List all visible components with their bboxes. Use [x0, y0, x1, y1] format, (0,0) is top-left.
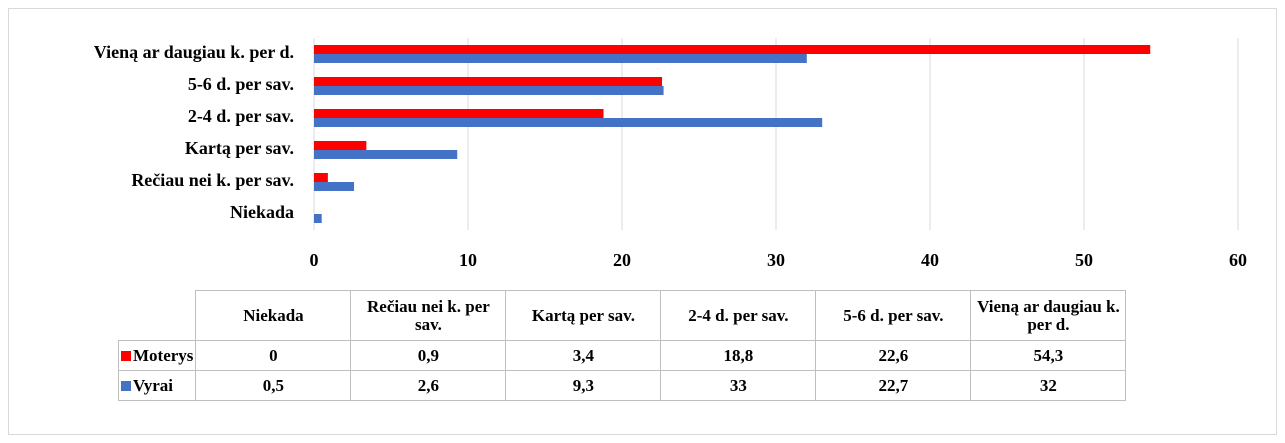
legend-label: Moterys [133, 345, 194, 365]
value-cell: 33 [660, 370, 817, 401]
bar [314, 86, 664, 95]
data-row: Moterys 0 0,9 3,4 18,8 22,6 54,3 [117, 340, 1127, 371]
x-tick-label: 10 [459, 250, 477, 270]
y-tick-label: Rečiau nei k. per sav. [131, 170, 294, 190]
y-tick-label: 2-4 d. per sav. [188, 106, 294, 126]
row-label: Moterys [117, 340, 197, 371]
x-tick-label: 20 [613, 250, 631, 270]
value-cell: 18,8 [660, 340, 817, 371]
x-tick-label: 50 [1075, 250, 1093, 270]
value-cell: 3,4 [505, 340, 662, 371]
bar [314, 45, 1151, 54]
header-cell: Kartą per sav. [505, 290, 662, 341]
bar [314, 77, 663, 86]
x-tick-label: 30 [767, 250, 785, 270]
row-label: Vyrai [117, 370, 197, 401]
header-row: Niekada Rečiau nei k. per sav. Kartą per s… [118, 290, 1127, 341]
corner-cell [118, 290, 197, 341]
bar [314, 173, 328, 182]
value-cell: 22,7 [815, 370, 972, 401]
bar [314, 150, 458, 159]
header-cell: Niekada [195, 290, 352, 341]
value-cell: 54,3 [970, 340, 1127, 371]
value-cell: 0,5 [195, 370, 352, 401]
bar [314, 214, 322, 223]
value-cell: 2,6 [350, 370, 507, 401]
value-cell: 9,3 [505, 370, 662, 401]
data-table: Niekada Rečiau nei k. per sav. Kartą per s… [117, 290, 1127, 401]
y-tick-label: Vieną ar daugiau k. per d. [94, 42, 294, 62]
legend-key [121, 350, 131, 361]
value-cell: 22,6 [815, 340, 972, 371]
y-tick-label: Niekada [230, 202, 294, 222]
bar [314, 54, 807, 63]
legend-key [121, 380, 131, 391]
bar [314, 182, 355, 191]
y-tick-label: Kartą per sav. [185, 138, 294, 158]
value-cell: 0 [195, 340, 352, 371]
x-tick-label: 60 [1229, 250, 1247, 270]
bar [314, 109, 604, 118]
data-row: Vyrai 0,5 2,6 9,3 33 22,7 32 [117, 370, 1127, 401]
header-cell: Vieną ar daugiau k. per d. [970, 290, 1127, 341]
x-tick-label: 0 [310, 250, 319, 270]
header-cell: 2-4 d. per sav. [660, 290, 817, 341]
value-cell: 32 [970, 370, 1127, 401]
header-cell: Rečiau nei k. per sav. [350, 290, 507, 341]
bar [314, 141, 367, 150]
value-cell: 0,9 [350, 340, 507, 371]
x-tick-label: 40 [921, 250, 939, 270]
y-tick-label: 5-6 d. per sav. [188, 74, 294, 94]
legend-label: Vyrai [133, 375, 173, 395]
chart-border [8, 8, 1277, 435]
bar [314, 118, 823, 127]
header-cell: 5-6 d. per sav. [815, 290, 972, 341]
